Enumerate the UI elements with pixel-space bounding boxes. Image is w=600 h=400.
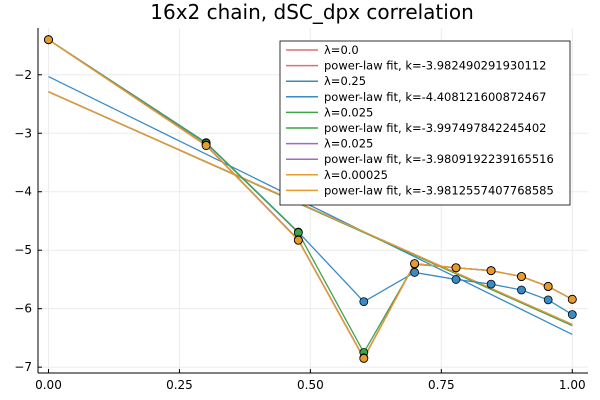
data-point-8 (451, 263, 461, 273)
y-tick-label: −6 (14, 302, 32, 316)
legend-box (279, 40, 571, 206)
legend-entry: power-law fit, k=-3.982490291930112 (324, 59, 547, 73)
legend-entry: power-law fit, k=-3.9809192239165516 (324, 152, 554, 166)
data-point-8 (293, 235, 303, 245)
series-layer (44, 35, 577, 363)
series-line-8 (48, 39, 573, 360)
x-tick-label: 0.25 (166, 378, 193, 392)
data-point-2 (410, 268, 420, 277)
data-point-8 (44, 35, 53, 45)
data-point-8 (517, 272, 526, 281)
legend-entry: λ=0.0 (324, 43, 359, 57)
fit-line-3 (48, 75, 573, 335)
y-tick-label: −5 (14, 243, 32, 257)
x-tick-label: 0.50 (297, 378, 324, 392)
axes: 0.00 0.25 0.50 0.75 1.00 −2 −3 −4 −5 −6 −7 (14, 28, 588, 392)
legend-entry: λ=0.025 (324, 137, 373, 151)
y-tick-label: −3 (14, 126, 32, 140)
fit-line-9 (48, 91, 573, 326)
data-point-8 (567, 294, 577, 304)
x-tick-label: 1.00 (559, 378, 586, 392)
legend-entry: power-law fit, k=-3.997497842245402 (324, 121, 547, 135)
data-point-2 (486, 279, 496, 289)
legend-entry: power-law fit, k=-4.408121600872467 (324, 90, 547, 104)
data-point-2 (359, 297, 369, 307)
data-point-2 (567, 310, 577, 319)
data-point-2 (451, 275, 461, 284)
data-point-8 (410, 259, 420, 269)
x-tick-label: 0.00 (35, 378, 62, 392)
chart-title: 16x2 chain, dSC_dpx correlation (150, 0, 474, 24)
data-point-8 (359, 353, 369, 363)
legend-entry: λ=0.025 (324, 105, 373, 119)
data-point-2 (517, 285, 526, 295)
data-point-8 (543, 282, 553, 291)
y-tick-label: −2 (14, 68, 32, 82)
legend: λ=0.0 power-law fit, k=-3.982490291930112… (279, 40, 571, 206)
data-point-8 (201, 141, 211, 150)
legend-entry: λ=0.00025 (324, 168, 388, 182)
x-tick-label: 0.75 (428, 378, 455, 392)
y-tick-label: −4 (14, 185, 32, 199)
data-point-8 (486, 266, 496, 276)
legend-entry: λ=0.25 (324, 74, 366, 88)
y-tick-label: −7 (14, 360, 32, 374)
data-point-2 (543, 295, 553, 305)
legend-entry: power-law fit, k=-3.9812557407768585 (324, 183, 554, 197)
